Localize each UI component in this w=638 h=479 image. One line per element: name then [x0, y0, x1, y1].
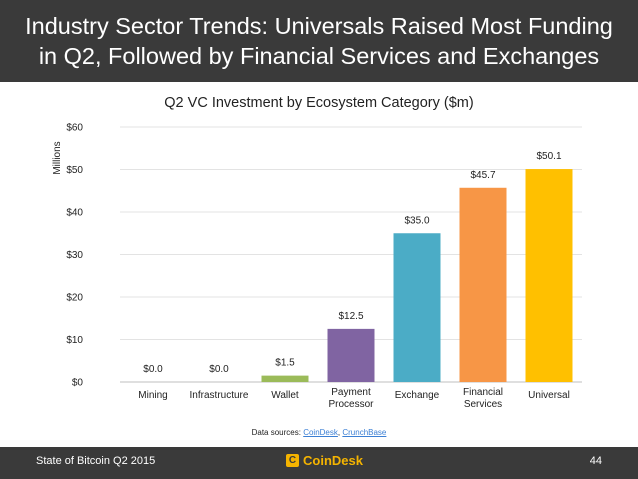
category-label: Universal	[528, 390, 570, 401]
category-label: Infrastructure	[190, 390, 249, 401]
y-tick-label: $20	[66, 293, 83, 304]
data-label: $0.0	[143, 364, 163, 375]
sources-separator: ,	[337, 428, 341, 437]
coindesk-link[interactable]: CoinDesk	[303, 428, 338, 437]
slide-title-line-1: Industry Sector Trends: Universals Raise…	[25, 13, 613, 39]
crunchbase-link[interactable]: CrunchBase	[342, 428, 387, 437]
category-label: Mining	[138, 390, 167, 401]
slide-footer: State of Bitcoin Q2 2015 C CoinDesk 44	[0, 447, 638, 479]
data-label: $12.5	[338, 311, 363, 322]
coindesk-logo: C CoinDesk	[286, 453, 363, 468]
bar	[327, 328, 375, 382]
y-tick-label: $0	[72, 378, 84, 389]
data-label: $1.5	[275, 358, 295, 369]
bar	[393, 233, 441, 382]
y-tick-label: $60	[66, 123, 83, 134]
coindesk-logo-text: CoinDesk	[303, 453, 363, 468]
data-label: $45.7	[470, 170, 495, 181]
slide-header: Industry Sector Trends: Universals Raise…	[0, 0, 638, 82]
data-label: $35.0	[404, 215, 429, 226]
y-axis-label: Millions	[52, 141, 63, 174]
data-label: $50.1	[536, 151, 561, 162]
y-tick-label: $30	[66, 250, 83, 261]
bar	[459, 187, 507, 382]
data-sources: Data sources: CoinDesk, CrunchBase	[0, 428, 638, 437]
page-number: 44	[589, 455, 602, 467]
chart-title: Q2 VC Investment by Ecosystem Category (…	[164, 95, 474, 111]
y-tick-label: $40	[66, 208, 83, 219]
y-tick-label: $10	[66, 335, 83, 346]
category-label: Exchange	[395, 390, 440, 401]
category-label: Wallet	[271, 390, 299, 401]
bar	[525, 169, 573, 382]
coindesk-logo-icon: C	[286, 454, 299, 467]
report-title: State of Bitcoin Q2 2015	[36, 455, 156, 467]
data-label: $0.0	[209, 364, 229, 375]
category-label: Financial Services	[463, 387, 503, 410]
data-sources-label: Data sources:	[251, 428, 301, 437]
bar	[261, 375, 309, 382]
category-label: Payment Processor	[328, 387, 374, 410]
slide-title-line-2: in Q2, Followed by Financial Services an…	[38, 43, 600, 69]
y-tick-label: $50	[66, 165, 83, 176]
